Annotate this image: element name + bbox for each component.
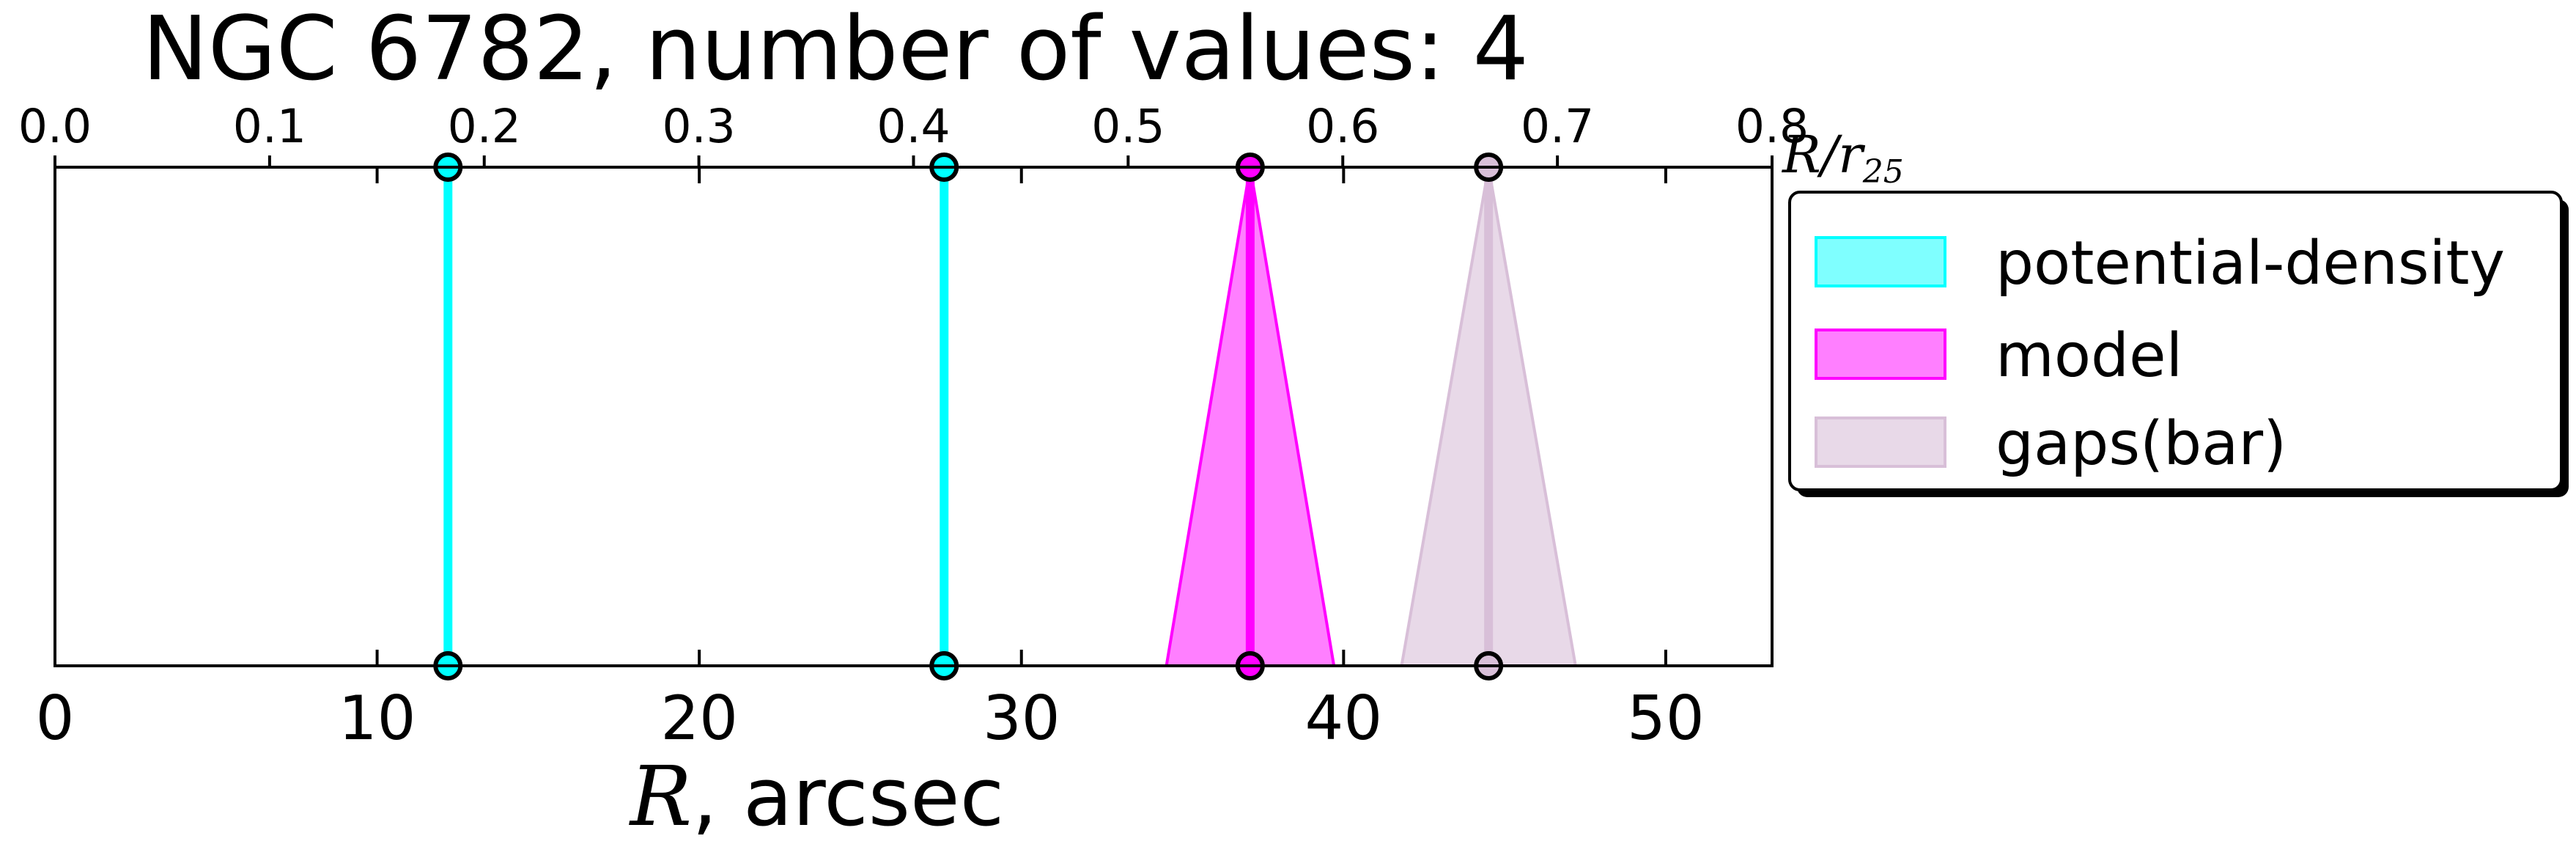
legend-label: potential-density [1996, 229, 2505, 298]
top-axis-label-sub: 25 [1862, 153, 1904, 191]
top-tick-label: 0.1 [233, 100, 306, 153]
legend: potential-density model gaps(bar) [1788, 191, 2569, 497]
x-tick-label: 10 [339, 683, 416, 754]
top-tick-label: 0.5 [1091, 100, 1165, 153]
x-tick-label: 30 [983, 683, 1060, 754]
legend-swatch [1815, 417, 1946, 468]
legend-swatch [1815, 329, 1946, 380]
legend-box [1788, 191, 2563, 491]
x-tick-label: 0 [36, 683, 75, 754]
x-axis-label-symbol: R [629, 749, 692, 845]
plot-area [433, 153, 1578, 680]
bottom-x-axis: 0 10 20 30 40 50 [36, 167, 1705, 754]
top-tick-label: 0.3 [663, 100, 736, 153]
top-x-axis: 0.0 0.1 0.2 0.3 0.4 0.5 0.6 0.7 0.8 [18, 100, 1809, 167]
x-tick-label: 20 [660, 683, 738, 754]
legend-label: gaps(bar) [1996, 409, 2287, 479]
x-axis-label-text: , arcsec [692, 750, 1004, 844]
top-tick-label: 0.4 [876, 100, 950, 153]
top-tick-label: 0.8 [1735, 100, 1809, 153]
top-tick-label: 0.0 [18, 100, 92, 153]
legend-swatch [1815, 236, 1946, 287]
x-tick-label: 40 [1305, 683, 1383, 754]
legend-label: model [1996, 321, 2182, 391]
top-axis-label: R/r25 [1781, 125, 1904, 191]
top-tick-label: 0.2 [448, 100, 521, 153]
top-tick-label: 0.7 [1521, 100, 1594, 153]
legend-items: potential-density model gaps(bar) [1815, 229, 2505, 479]
chart-title: NGC 6782, number of values: 4 [142, 0, 1529, 100]
top-tick-label: 0.6 [1306, 100, 1379, 153]
x-tick-label: 50 [1627, 683, 1705, 754]
x-axis-label: R, arcsec [629, 749, 1004, 845]
top-axis-label-base: R/r [1781, 125, 1865, 185]
